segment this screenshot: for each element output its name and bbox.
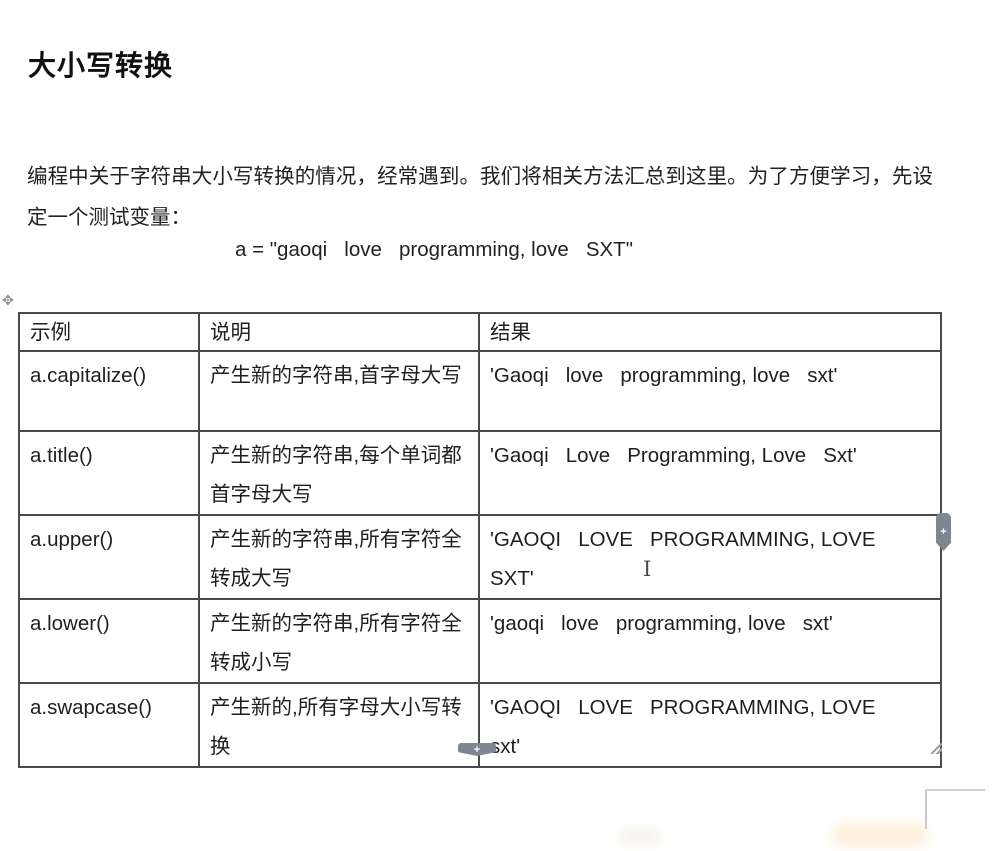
- page-title: 大小写转换: [28, 50, 174, 81]
- cell-description: 产生新的,所有字母大小写转换: [198, 682, 480, 768]
- header-description: 说明: [198, 312, 480, 352]
- cell-result: 'gaoqi love programming, love sxt': [478, 598, 942, 684]
- cell-example: a.title(): [18, 430, 200, 516]
- table-header-row: 示例 说明 结果: [18, 312, 942, 352]
- cell-result: 'GAOQI LOVE PROGRAMMING, LOVE sxt': [478, 682, 942, 768]
- cell-description: 产生新的字符串,首字母大写: [198, 350, 480, 432]
- cell-description: 产生新的字符串,所有字符全转成小写: [198, 598, 480, 684]
- header-example: 示例: [18, 312, 200, 352]
- cell-result: 'Gaoqi Love Programming, Love Sxt': [478, 430, 942, 516]
- cell-result: 'GAOQI LOVE PROGRAMMING, LOVE SXT': [478, 514, 942, 600]
- table-row: a.swapcase() 产生新的,所有字母大小写转换 'GAOQI LOVE …: [18, 682, 942, 768]
- code-example-line: a = "gaoqi love programming, love SXT": [235, 238, 633, 261]
- table-resize-handle-icon[interactable]: [931, 743, 942, 754]
- watermark-blur: [832, 824, 928, 846]
- header-result: 结果: [478, 312, 942, 352]
- table-row: a.title() 产生新的字符串,每个单词都首字母大写 'Gaoqi Love…: [18, 430, 942, 516]
- table-move-handle-icon[interactable]: ✥: [2, 292, 14, 308]
- insert-row-handle-icon[interactable]: +: [458, 743, 496, 756]
- table-row: a.upper() 产生新的字符串,所有字符全转成大写 'GAOQI LOVE …: [18, 514, 942, 600]
- watermark-blur-small: [620, 828, 660, 846]
- intro-paragraph: 编程中关于字符串大小写转换的情况，经常遇到。我们将相关方法汇总到这里。为了方便学…: [27, 165, 933, 229]
- table-side-handle-icon[interactable]: +: [936, 513, 951, 551]
- text-cursor-icon: I: [643, 557, 652, 581]
- cell-example: a.upper(): [18, 514, 200, 600]
- methods-table: 示例 说明 结果 a.capitalize() 产生新的字符串,首字母大写 'G…: [18, 312, 942, 768]
- cell-description: 产生新的字符串,所有字符全转成大写: [198, 514, 480, 600]
- next-page-corner-mark: [925, 789, 985, 829]
- cell-example: a.swapcase(): [18, 682, 200, 768]
- cell-description: 产生新的字符串,每个单词都首字母大写: [198, 430, 480, 516]
- cell-example: a.lower(): [18, 598, 200, 684]
- table-row: a.lower() 产生新的字符串,所有字符全转成小写 'gaoqi love …: [18, 598, 942, 684]
- table-row: a.capitalize() 产生新的字符串,首字母大写 'Gaoqi love…: [18, 350, 942, 432]
- cell-example: a.capitalize(): [18, 350, 200, 432]
- cell-result: 'Gaoqi love programming, love sxt': [478, 350, 942, 432]
